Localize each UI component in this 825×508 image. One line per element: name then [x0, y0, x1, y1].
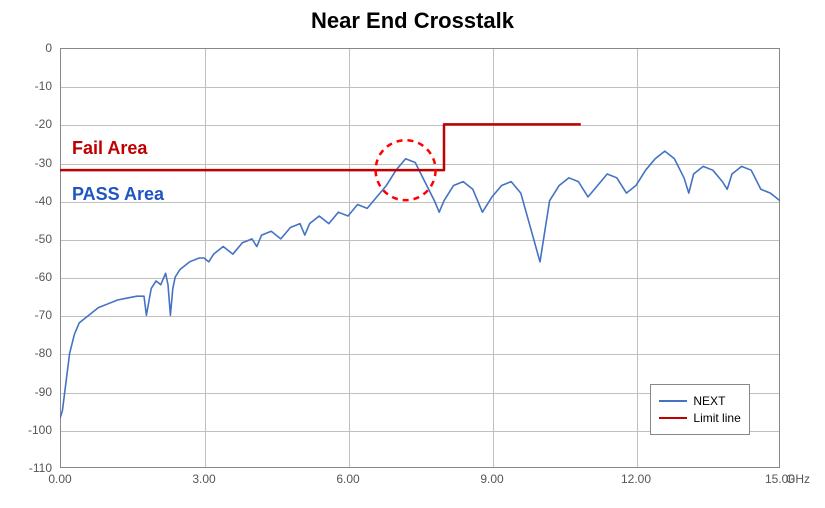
- crosstalk-chart: { "chart": { "type": "line", "title": "N…: [0, 0, 825, 508]
- x-tick-label: 6.00: [336, 472, 359, 486]
- legend-label: Limit line: [693, 411, 740, 425]
- legend: NEXT Limit line: [650, 384, 749, 435]
- y-tick-label: -40: [0, 194, 52, 208]
- y-tick-label: -100: [0, 423, 52, 437]
- legend-swatch: [659, 417, 687, 419]
- legend-swatch: [659, 400, 687, 402]
- y-tick-label: -50: [0, 232, 52, 246]
- y-tick-label: -110: [0, 461, 52, 475]
- y-tick-label: -80: [0, 346, 52, 360]
- y-tick-label: -20: [0, 117, 52, 131]
- x-tick-label: 15.00: [765, 472, 795, 486]
- legend-item: NEXT: [659, 394, 740, 408]
- annotation-fail-area: Fail Area: [72, 138, 147, 159]
- y-tick-label: -70: [0, 308, 52, 322]
- x-tick-label: 3.00: [192, 472, 215, 486]
- y-tick-label: -60: [0, 270, 52, 284]
- legend-item: Limit line: [659, 411, 740, 425]
- x-tick-label: 12.00: [621, 472, 651, 486]
- x-tick-label: 9.00: [480, 472, 503, 486]
- y-tick-label: -30: [0, 156, 52, 170]
- y-tick-label: -10: [0, 79, 52, 93]
- y-tick-label: 0: [0, 41, 52, 55]
- annotation-pass-area: PASS Area: [72, 184, 164, 205]
- legend-label: NEXT: [693, 394, 725, 408]
- series-next: [60, 151, 780, 418]
- y-tick-label: -90: [0, 385, 52, 399]
